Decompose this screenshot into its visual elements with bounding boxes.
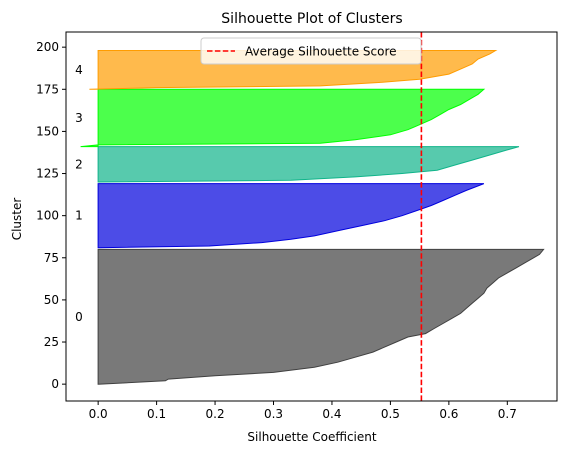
silhouette-cluster-3 [80, 88, 486, 148]
silhouette-areas [80, 50, 545, 385]
cluster-label-2: 2 [75, 157, 83, 171]
x-tick-label: 0.7 [498, 407, 517, 421]
cluster-label-1: 1 [75, 209, 83, 223]
plot-frame [65, 31, 558, 402]
x-tick-label: 0.5 [381, 407, 400, 421]
x-tick-label: 0.1 [147, 407, 166, 421]
y-tick-label: 150 [36, 124, 59, 138]
cluster-label-3: 3 [75, 111, 83, 125]
x-tick-label: 0.2 [206, 407, 225, 421]
silhouette-cluster-1 [97, 183, 485, 249]
x-tick-label: 0.0 [89, 407, 108, 421]
y-tick-label: 50 [44, 293, 59, 307]
x-tick-label: 0.3 [264, 407, 283, 421]
y-tick-label: 75 [44, 251, 59, 265]
y-tick-label: 0 [51, 377, 59, 391]
silhouette-cluster-0 [97, 248, 545, 385]
y-axis-label: Cluster [10, 198, 24, 241]
y-tick-label: 125 [36, 167, 59, 181]
y-axis-ticks: 0 25 50 75 100 125 150 175 200 [36, 40, 66, 391]
legend-box [200, 37, 422, 65]
y-tick-label: 100 [36, 209, 59, 223]
legend-label: Average Silhouette Score [245, 45, 397, 59]
silhouette-cluster-2 [97, 146, 520, 183]
x-axis-label: Silhouette Coefficient [247, 430, 376, 444]
x-tick-label: 0.6 [439, 407, 458, 421]
chart-title: Silhouette Plot of Clusters [221, 11, 402, 27]
legend: Average Silhouette Score [200, 37, 422, 65]
y-tick-label: 200 [36, 40, 59, 54]
cluster-label-4: 4 [75, 63, 83, 77]
x-axis-ticks: 0.0 0.1 0.2 0.3 0.4 0.5 0.6 0.7 [89, 401, 517, 421]
y-tick-label: 25 [44, 335, 59, 349]
x-tick-label: 0.4 [322, 407, 341, 421]
cluster-labels: 0 1 2 3 4 [75, 63, 83, 324]
cluster-label-0: 0 [75, 310, 83, 324]
y-tick-label: 175 [36, 82, 59, 96]
